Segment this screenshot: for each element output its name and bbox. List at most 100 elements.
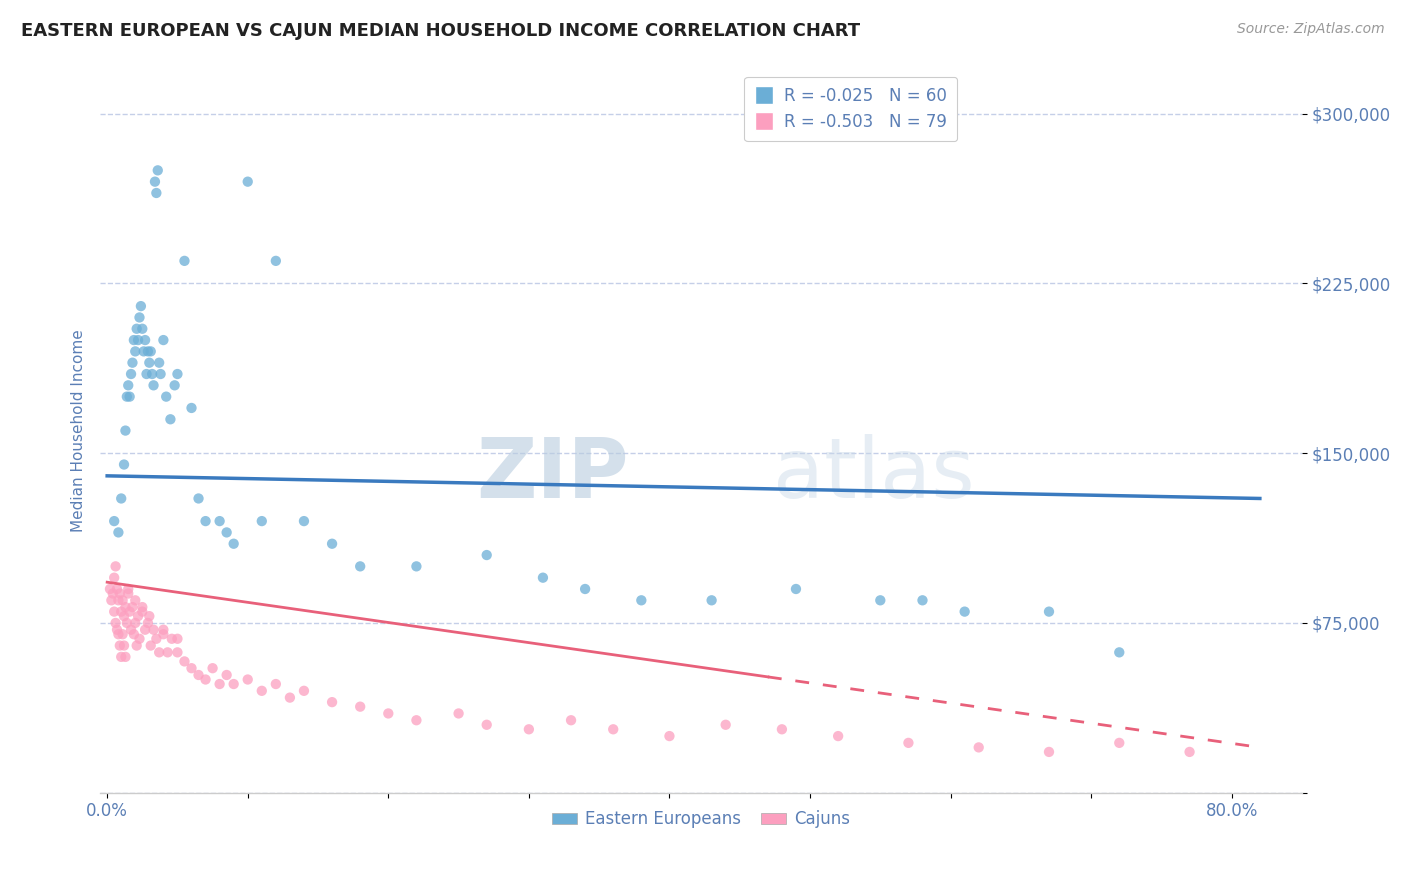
Point	[125, 322, 148, 336]
Point	[250, 514, 273, 528]
Point	[115, 615, 138, 630]
Point	[124, 615, 146, 630]
Point	[349, 699, 371, 714]
Point	[208, 677, 231, 691]
Point	[149, 367, 172, 381]
Point	[321, 695, 343, 709]
Point	[111, 627, 134, 641]
Point	[103, 605, 125, 619]
Point	[194, 673, 217, 687]
Point	[475, 718, 498, 732]
Point	[114, 649, 136, 664]
Point	[714, 718, 737, 732]
Point	[215, 525, 238, 540]
Point	[159, 412, 181, 426]
Text: Source: ZipAtlas.com: Source: ZipAtlas.com	[1237, 22, 1385, 37]
Point	[187, 668, 209, 682]
Point	[134, 623, 156, 637]
Point	[1038, 605, 1060, 619]
Point	[117, 582, 139, 596]
Point	[827, 729, 849, 743]
Point	[574, 582, 596, 596]
Point	[194, 514, 217, 528]
Point	[292, 514, 315, 528]
Point	[145, 186, 167, 200]
Point	[124, 344, 146, 359]
Point	[187, 491, 209, 506]
Point	[131, 600, 153, 615]
Point	[136, 615, 159, 630]
Point	[117, 586, 139, 600]
Point	[120, 623, 142, 637]
Point	[447, 706, 470, 721]
Point	[166, 367, 188, 381]
Point	[125, 639, 148, 653]
Point	[105, 623, 128, 637]
Point	[156, 645, 179, 659]
Point	[377, 706, 399, 721]
Point	[121, 600, 143, 615]
Point	[131, 605, 153, 619]
Point	[236, 673, 259, 687]
Point	[770, 723, 793, 737]
Point	[163, 378, 186, 392]
Point	[108, 586, 131, 600]
Point	[152, 627, 174, 641]
Point	[105, 582, 128, 596]
Point	[405, 713, 427, 727]
Point	[215, 668, 238, 682]
Point	[146, 163, 169, 178]
Point	[152, 333, 174, 347]
Point	[122, 333, 145, 347]
Point	[101, 586, 124, 600]
Point	[107, 593, 129, 607]
Point	[128, 632, 150, 646]
Point	[104, 615, 127, 630]
Text: EASTERN EUROPEAN VS CAJUN MEDIAN HOUSEHOLD INCOME CORRELATION CHART: EASTERN EUROPEAN VS CAJUN MEDIAN HOUSEHO…	[21, 22, 860, 40]
Point	[142, 623, 165, 637]
Point	[112, 458, 135, 472]
Legend: Eastern Europeans, Cajuns: Eastern Europeans, Cajuns	[546, 804, 858, 835]
Point	[139, 639, 162, 653]
Text: atlas: atlas	[773, 434, 974, 515]
Point	[103, 571, 125, 585]
Point	[103, 514, 125, 528]
Point	[98, 582, 121, 596]
Point	[145, 632, 167, 646]
Point	[131, 322, 153, 336]
Point	[122, 627, 145, 641]
Point	[104, 559, 127, 574]
Point	[141, 367, 163, 381]
Point	[897, 736, 920, 750]
Point	[869, 593, 891, 607]
Point	[136, 344, 159, 359]
Point	[114, 424, 136, 438]
Point	[222, 537, 245, 551]
Point	[630, 593, 652, 607]
Y-axis label: Median Household Income: Median Household Income	[72, 329, 86, 532]
Point	[124, 593, 146, 607]
Point	[132, 344, 155, 359]
Point	[134, 333, 156, 347]
Point	[135, 367, 157, 381]
Point	[602, 723, 624, 737]
Point	[120, 367, 142, 381]
Point	[180, 661, 202, 675]
Point	[531, 571, 554, 585]
Point	[111, 593, 134, 607]
Point	[173, 654, 195, 668]
Point	[208, 514, 231, 528]
Point	[173, 253, 195, 268]
Text: ZIP: ZIP	[477, 434, 628, 515]
Point	[139, 344, 162, 359]
Point	[1108, 645, 1130, 659]
Point	[264, 253, 287, 268]
Point	[129, 299, 152, 313]
Point	[127, 333, 149, 347]
Point	[152, 623, 174, 637]
Point	[700, 593, 723, 607]
Point	[110, 649, 132, 664]
Point	[222, 677, 245, 691]
Point	[127, 609, 149, 624]
Point	[180, 401, 202, 415]
